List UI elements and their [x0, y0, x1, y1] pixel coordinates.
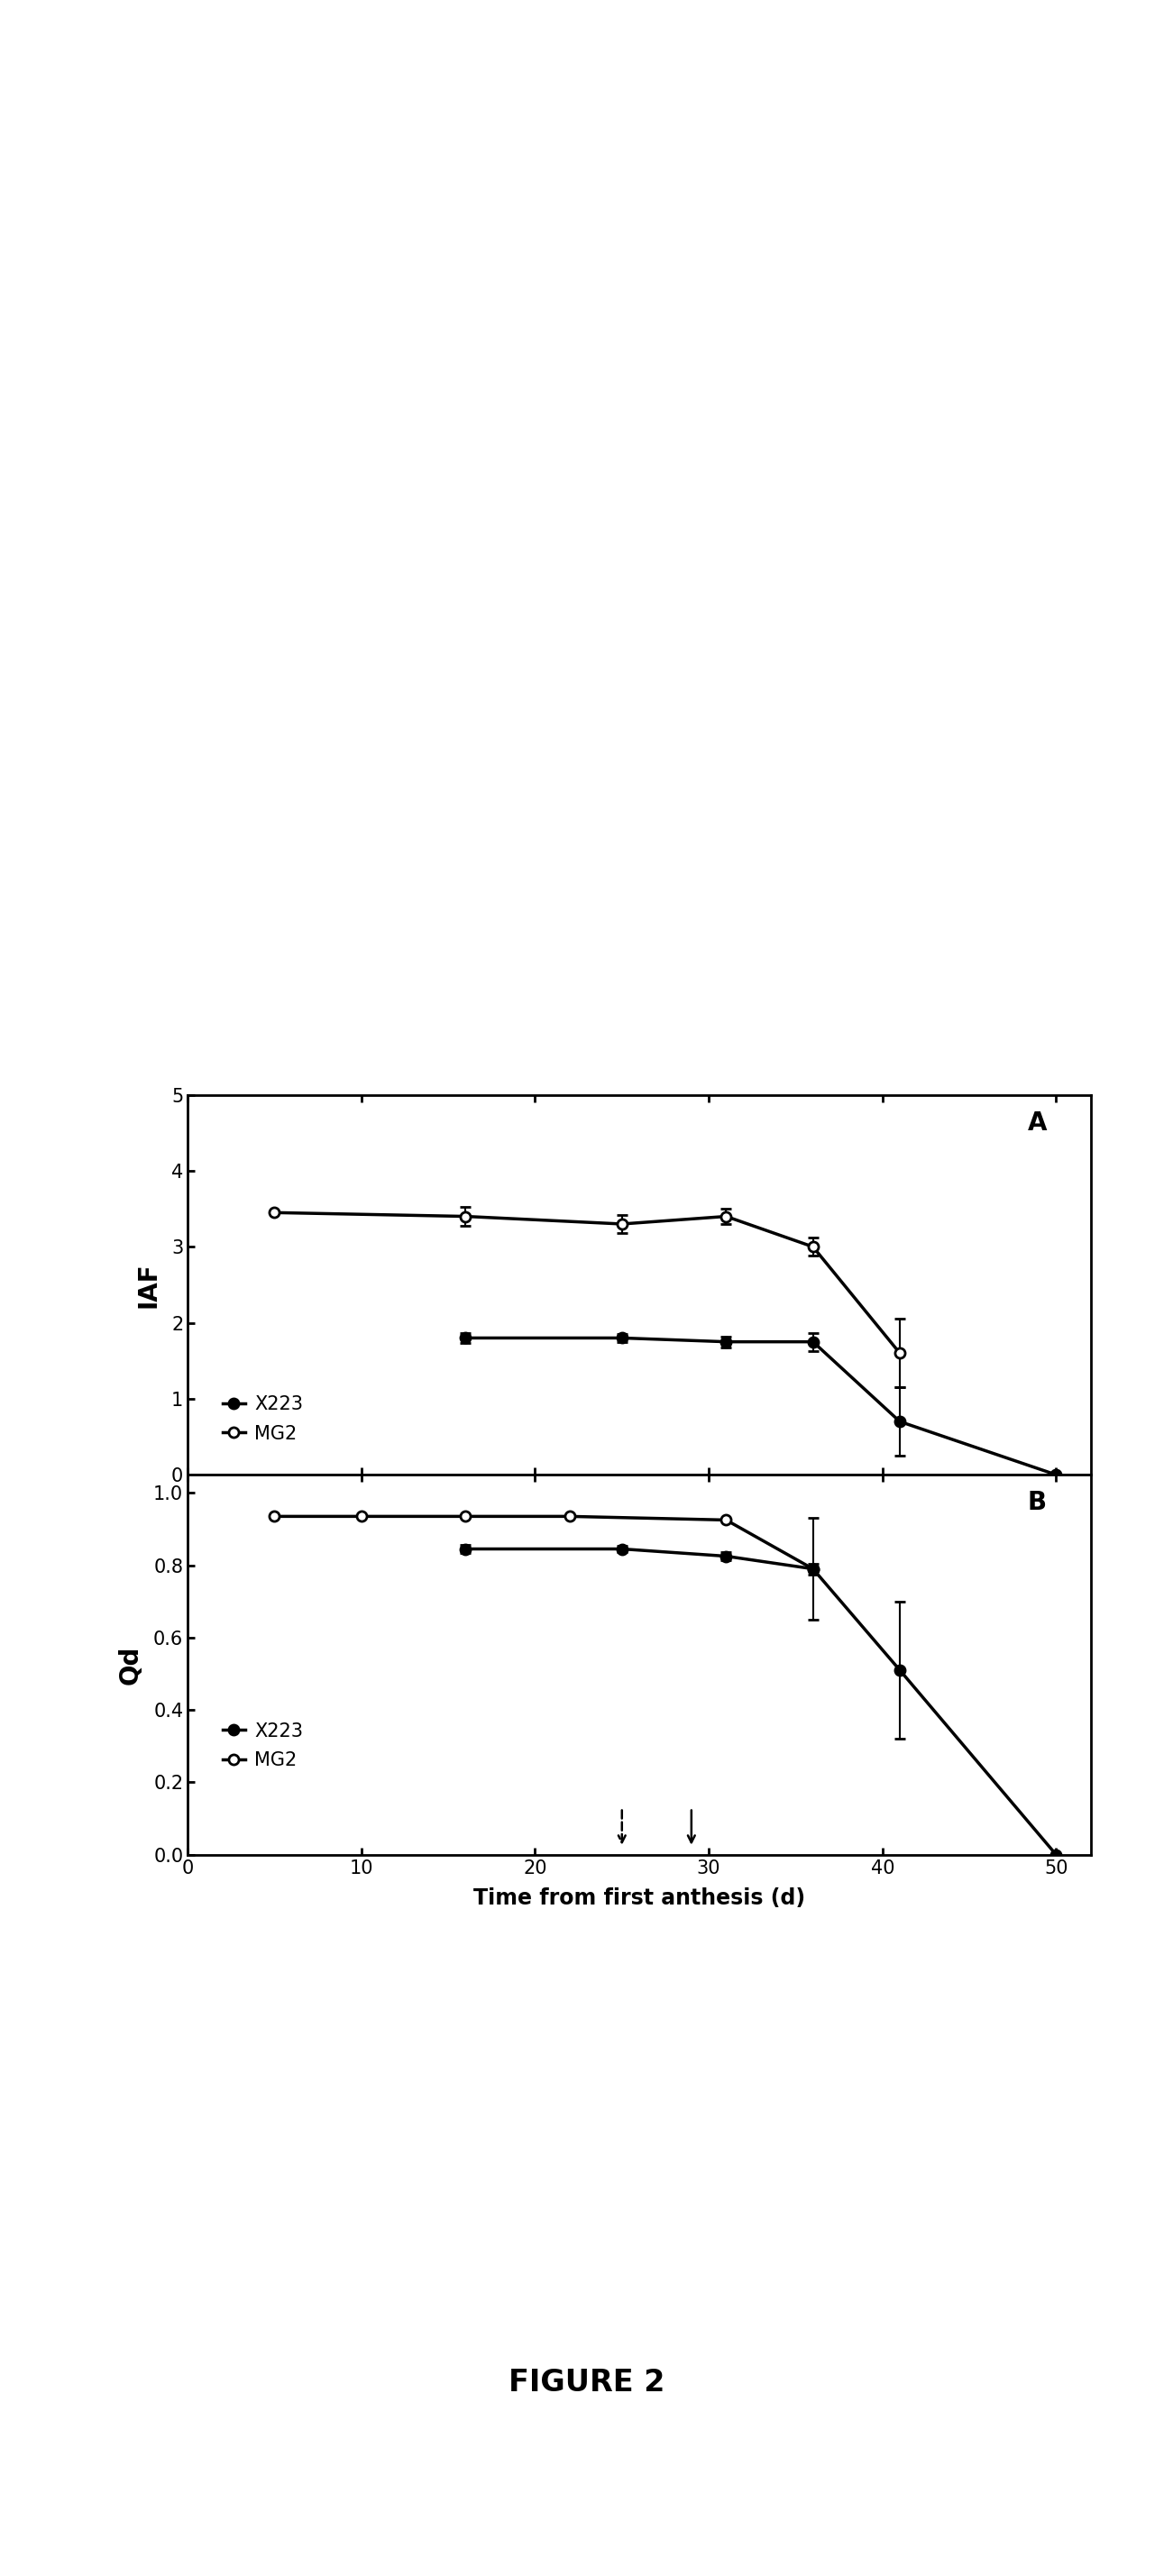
Text: FIGURE 2: FIGURE 2 [508, 2367, 665, 2398]
Text: A: A [1028, 1110, 1047, 1136]
Y-axis label: Qd: Qd [118, 1646, 143, 1685]
Legend: X223, MG2: X223, MG2 [215, 1716, 311, 1777]
Text: B: B [1028, 1489, 1046, 1515]
Legend: X223, MG2: X223, MG2 [215, 1388, 311, 1450]
X-axis label: Time from first anthesis (d): Time from first anthesis (d) [474, 1888, 805, 1909]
Y-axis label: IAF: IAF [136, 1262, 162, 1309]
